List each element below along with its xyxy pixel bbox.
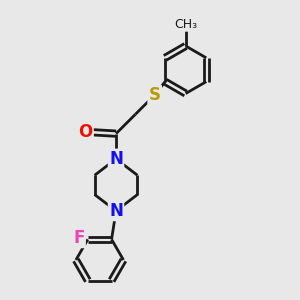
Text: F: F [73, 229, 85, 247]
Text: N: N [109, 150, 123, 168]
Text: O: O [78, 123, 92, 141]
Text: N: N [109, 202, 123, 220]
Text: S: S [149, 86, 161, 104]
Text: CH₃: CH₃ [174, 18, 197, 31]
